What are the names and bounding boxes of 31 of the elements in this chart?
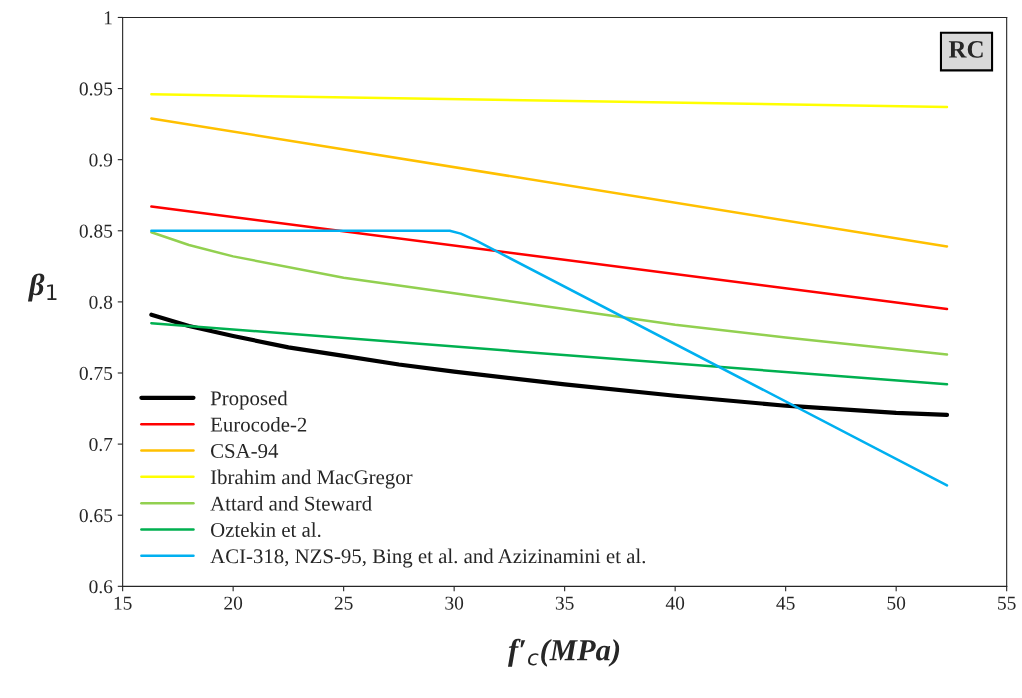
x-tick-label: 15 <box>114 596 132 610</box>
x-axis-title: f′$_{c}$(MPa) <box>507 638 620 667</box>
annotation: RC <box>948 41 983 58</box>
x-tick-label: 50 <box>887 596 906 610</box>
x-tick-label: 45 <box>776 596 795 610</box>
line-series <box>149 312 950 418</box>
y-tick-label: 0.8 <box>89 295 113 309</box>
x-tick-label: 25 <box>334 596 353 610</box>
legend-label: ACI-318, NZS-95, Bing et al. and Azizinamini et al. <box>210 548 646 568</box>
y-tick-label: 1 <box>104 11 112 25</box>
legend-label: Oztekin et al. <box>211 522 321 538</box>
y-tick-label: 0.85 <box>79 224 113 238</box>
legend-label: Attard and Steward <box>210 495 372 511</box>
x-tick-label: 40 <box>665 596 685 610</box>
y-axis-title: β$_{1}$ <box>27 273 57 302</box>
x-tick-label: 55 <box>998 596 1016 610</box>
x-tick-label: 20 <box>224 596 243 610</box>
line-series <box>150 229 949 487</box>
x-tick-label: 35 <box>555 596 574 610</box>
legend-label: CSA-94 <box>211 443 279 458</box>
y-tick-label: 0.75 <box>79 366 113 381</box>
y-tick-label: 0.6 <box>89 580 113 594</box>
line-series <box>150 230 949 356</box>
legend-label: Ibrahim and MacGregor <box>210 469 413 489</box>
legend-label: Proposed <box>210 390 288 410</box>
y-tick-label: 0.95 <box>79 82 113 96</box>
x-tick-label: 30 <box>445 596 464 610</box>
y-tick-label: 0.65 <box>79 509 113 523</box>
y-tick-label: 0.9 <box>89 153 113 167</box>
y-tick-label: 0.7 <box>89 437 113 452</box>
legend-label: Eurocode-2 <box>210 417 307 432</box>
